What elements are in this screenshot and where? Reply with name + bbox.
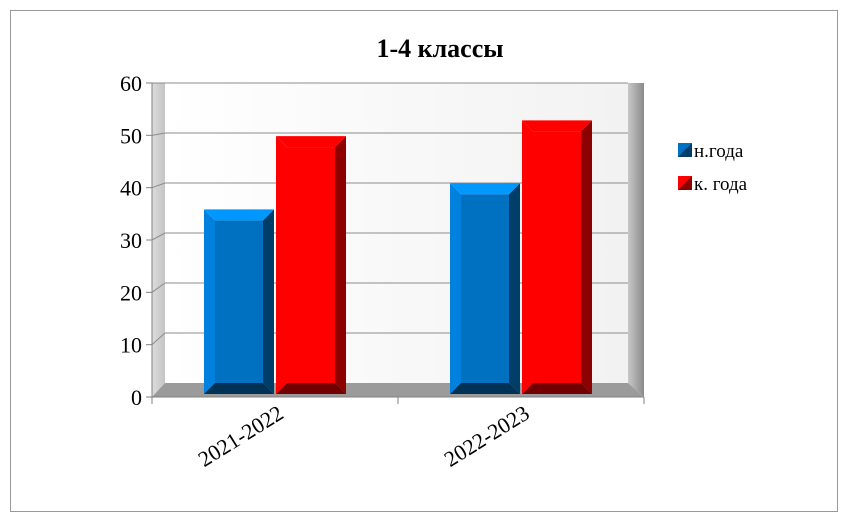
bar-bevel-left: [204, 209, 215, 394]
y-tick-label: 60: [120, 71, 142, 96]
gridline: [151, 282, 166, 293]
legend-item: к. года: [678, 174, 748, 195]
y-tick-label: 0: [131, 385, 142, 410]
y-tick-label: 30: [120, 228, 142, 253]
right-wall: [628, 83, 644, 397]
y-tick-label: 50: [120, 123, 142, 148]
bar-bevel-bottom: [450, 383, 520, 394]
gridline: [151, 132, 166, 136]
bar-bevel-top: [276, 136, 346, 148]
left-wall: [152, 83, 165, 397]
bar-bevel-bottom: [204, 383, 274, 394]
y-tick-label: 40: [120, 176, 142, 201]
x-tick-label: 2022-2023: [440, 400, 534, 472]
bar: [276, 136, 346, 394]
bar: [204, 209, 274, 394]
bar-bevel-right: [509, 183, 520, 394]
x-axis: 2021-2022 2022-2023: [151, 396, 645, 472]
bar-front: [215, 220, 263, 383]
floor: [152, 383, 644, 397]
legend: н.года к. года: [678, 141, 748, 195]
bar-bevel-left: [276, 136, 287, 394]
bar-bevel-bottom: [276, 383, 346, 394]
legend-swatch-shade: [678, 176, 692, 190]
gridline: [151, 182, 166, 189]
gridline: [151, 232, 166, 241]
bar-bevel-right: [263, 209, 274, 394]
bar-bevel-left: [450, 183, 461, 394]
legend-label: к. года: [694, 174, 748, 195]
y-axis: 0 10 20 30 40 50 60: [120, 71, 153, 410]
bar-bevel-top: [204, 209, 274, 221]
bar-bevel-top: [522, 120, 592, 132]
y-tick-label: 10: [120, 333, 142, 358]
bar-bevel-bottom: [522, 383, 592, 394]
bar-front: [533, 131, 581, 383]
gridline: [151, 332, 166, 346]
y-tick-label: 20: [120, 280, 142, 305]
bar: [450, 183, 520, 394]
bar: [522, 120, 592, 395]
bars: [204, 120, 592, 395]
bar-bevel-top: [450, 183, 520, 195]
bar-bevel-left: [522, 120, 533, 395]
legend-label: н.года: [694, 141, 744, 162]
legend-item: н.года: [678, 141, 744, 162]
x-tick-label: 2021-2022: [194, 400, 288, 472]
bar-bevel-right: [581, 120, 592, 395]
bar-front: [461, 194, 509, 383]
chart-title: 1-4 классы: [376, 34, 503, 63]
bar-bevel-right: [335, 136, 346, 394]
legend-swatch-shade: [678, 143, 692, 157]
bar-front: [287, 147, 335, 383]
